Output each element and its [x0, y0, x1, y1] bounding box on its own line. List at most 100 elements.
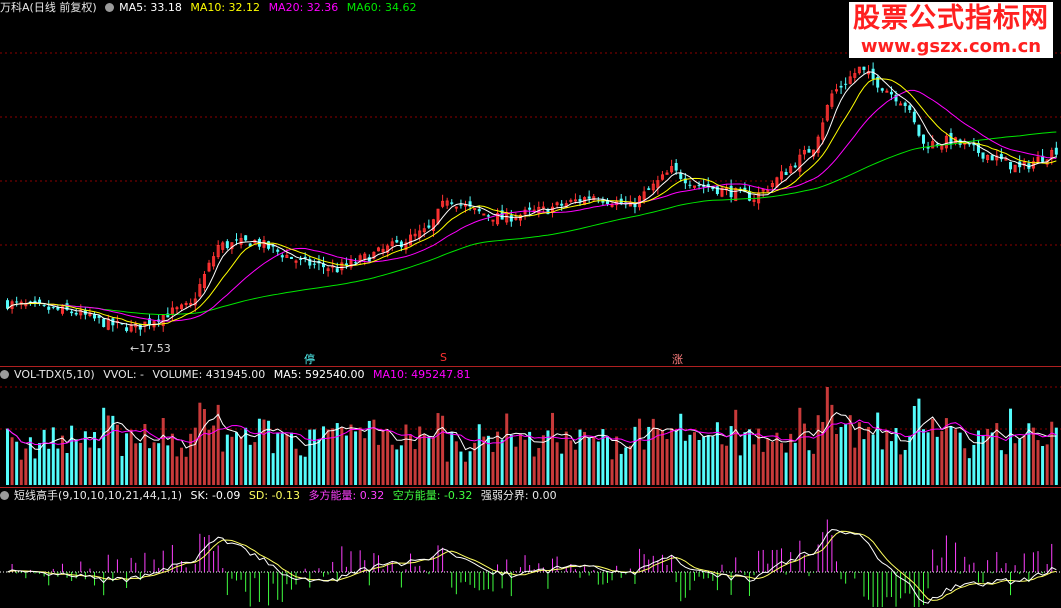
pane-divider-2[interactable] [0, 487, 1061, 488]
volume-bar [867, 426, 871, 485]
volume-bar [619, 453, 623, 485]
candle-body [303, 256, 307, 259]
candle-body [1004, 158, 1008, 161]
candle-body [79, 309, 83, 316]
volume-bar [33, 458, 37, 485]
volume-bar [1013, 443, 1017, 485]
candle-body [459, 204, 463, 206]
candle-body [1009, 161, 1013, 170]
candle-body [212, 256, 216, 267]
candle-body [33, 300, 37, 303]
volume-bar [935, 436, 939, 485]
volume-ma5-line [7, 412, 1057, 451]
candle-body [445, 200, 449, 206]
oscillator-chart[interactable] [0, 488, 1061, 608]
volume-bar [857, 422, 861, 485]
candle-body [381, 248, 385, 253]
volume-bar [253, 442, 257, 485]
volume-bar [24, 448, 28, 485]
candlestick-chart[interactable] [0, 0, 1061, 366]
candle-body [271, 244, 275, 247]
volume-bar [725, 445, 729, 485]
volume-bar [541, 435, 545, 485]
boundary-readout: 强弱分界: 0.00 [480, 489, 557, 502]
volume-bar [853, 447, 857, 485]
volume-readout: VOLUME: 431945.00 [152, 368, 266, 381]
volume-bar [573, 449, 577, 485]
candle-body [990, 155, 994, 161]
volume-chart[interactable] [0, 367, 1061, 487]
indicator-settings-icon[interactable] [105, 3, 115, 12]
vol-ma10-readout: MA10: 495247.81 [372, 368, 471, 381]
candle-body [541, 206, 545, 209]
pane-divider-1[interactable] [0, 366, 1061, 367]
oscillator-settings-icon[interactable] [0, 491, 9, 500]
candle-body [161, 314, 165, 327]
volume-bar [390, 444, 394, 485]
volume-bar [395, 449, 399, 485]
candle-body [418, 230, 422, 238]
candle-body [335, 268, 339, 273]
candle-body [289, 256, 293, 259]
candle-body [464, 204, 467, 207]
candle-body [761, 188, 765, 192]
volume-bar [528, 431, 532, 485]
candle-body [56, 307, 60, 310]
volume-bar [422, 434, 426, 485]
candle-body [477, 209, 481, 212]
volume-bar [308, 429, 312, 485]
candle-body [450, 202, 454, 204]
candle-body [752, 199, 756, 202]
volume-bar [798, 407, 802, 485]
volume-bar [683, 440, 687, 485]
volume-bar [537, 448, 541, 485]
adjust-mode: (日线 前复权) [29, 1, 97, 14]
price-pane[interactable]: 万科A(日线 前复权) MA5: 33.18 MA10: 32.12 MA20:… [0, 0, 1061, 366]
volume-bar [42, 429, 46, 485]
volume-bar [670, 428, 674, 485]
volume-bar [47, 448, 51, 485]
volume-bar [19, 459, 23, 485]
candle-body [592, 196, 596, 201]
candle-body [995, 155, 999, 161]
ma10-readout: MA10: 32.12 [190, 1, 261, 14]
volume-bar [1018, 439, 1022, 485]
volume-bar [207, 429, 211, 485]
candle-body [935, 144, 939, 146]
volume-bar [949, 426, 953, 485]
volume-bar [248, 444, 252, 485]
volume-bar [381, 430, 385, 485]
candle-body [454, 206, 458, 209]
candle-body [244, 235, 248, 241]
candle-body [93, 314, 97, 319]
volume-bar [1054, 427, 1058, 485]
volume-bar [711, 436, 715, 485]
candle-body [193, 298, 197, 306]
candle-body [120, 323, 124, 325]
candle-body [248, 243, 252, 247]
volume-bar [317, 439, 321, 485]
candle-body [491, 219, 495, 222]
candle-body [889, 91, 893, 95]
volume-bar [830, 404, 834, 485]
ma60-line [7, 131, 1057, 316]
volume-bar [688, 434, 692, 485]
oscillator-pane[interactable]: 短线高手(9,10,10,10,21,44,1,1) SK: -0.09 SD:… [0, 488, 1061, 608]
volume-bar [908, 435, 912, 485]
candle-body [706, 184, 710, 188]
candle-body [688, 184, 692, 186]
volume-bar [587, 437, 591, 485]
candle-body [468, 201, 472, 207]
volume-bar [1050, 421, 1054, 485]
volume-bar [500, 439, 504, 485]
candle-body [784, 172, 788, 175]
volume-bar [770, 441, 774, 485]
volume-bar [230, 436, 234, 485]
candle-body [354, 262, 358, 264]
volume-pane[interactable]: VOL-TDX(5,10) VVOL: - VOLUME: 431945.00 … [0, 367, 1061, 487]
volume-settings-icon[interactable] [0, 370, 9, 379]
candle-body [871, 68, 875, 80]
volume-bar [633, 426, 637, 485]
volume-bar [468, 451, 472, 485]
candle-body [216, 244, 220, 258]
